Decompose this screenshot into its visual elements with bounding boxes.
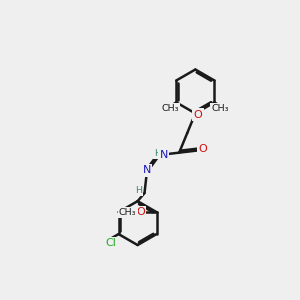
- Text: CH₃: CH₃: [162, 104, 179, 113]
- Text: Cl: Cl: [105, 238, 116, 248]
- Text: N: N: [160, 150, 168, 160]
- Text: CH₃: CH₃: [119, 208, 136, 217]
- Text: O: O: [136, 207, 145, 217]
- Text: O: O: [198, 144, 207, 154]
- Text: H: H: [154, 148, 161, 158]
- Text: H: H: [135, 186, 142, 195]
- Text: CH₃: CH₃: [212, 104, 229, 113]
- Text: N: N: [142, 165, 151, 176]
- Text: O: O: [194, 110, 203, 119]
